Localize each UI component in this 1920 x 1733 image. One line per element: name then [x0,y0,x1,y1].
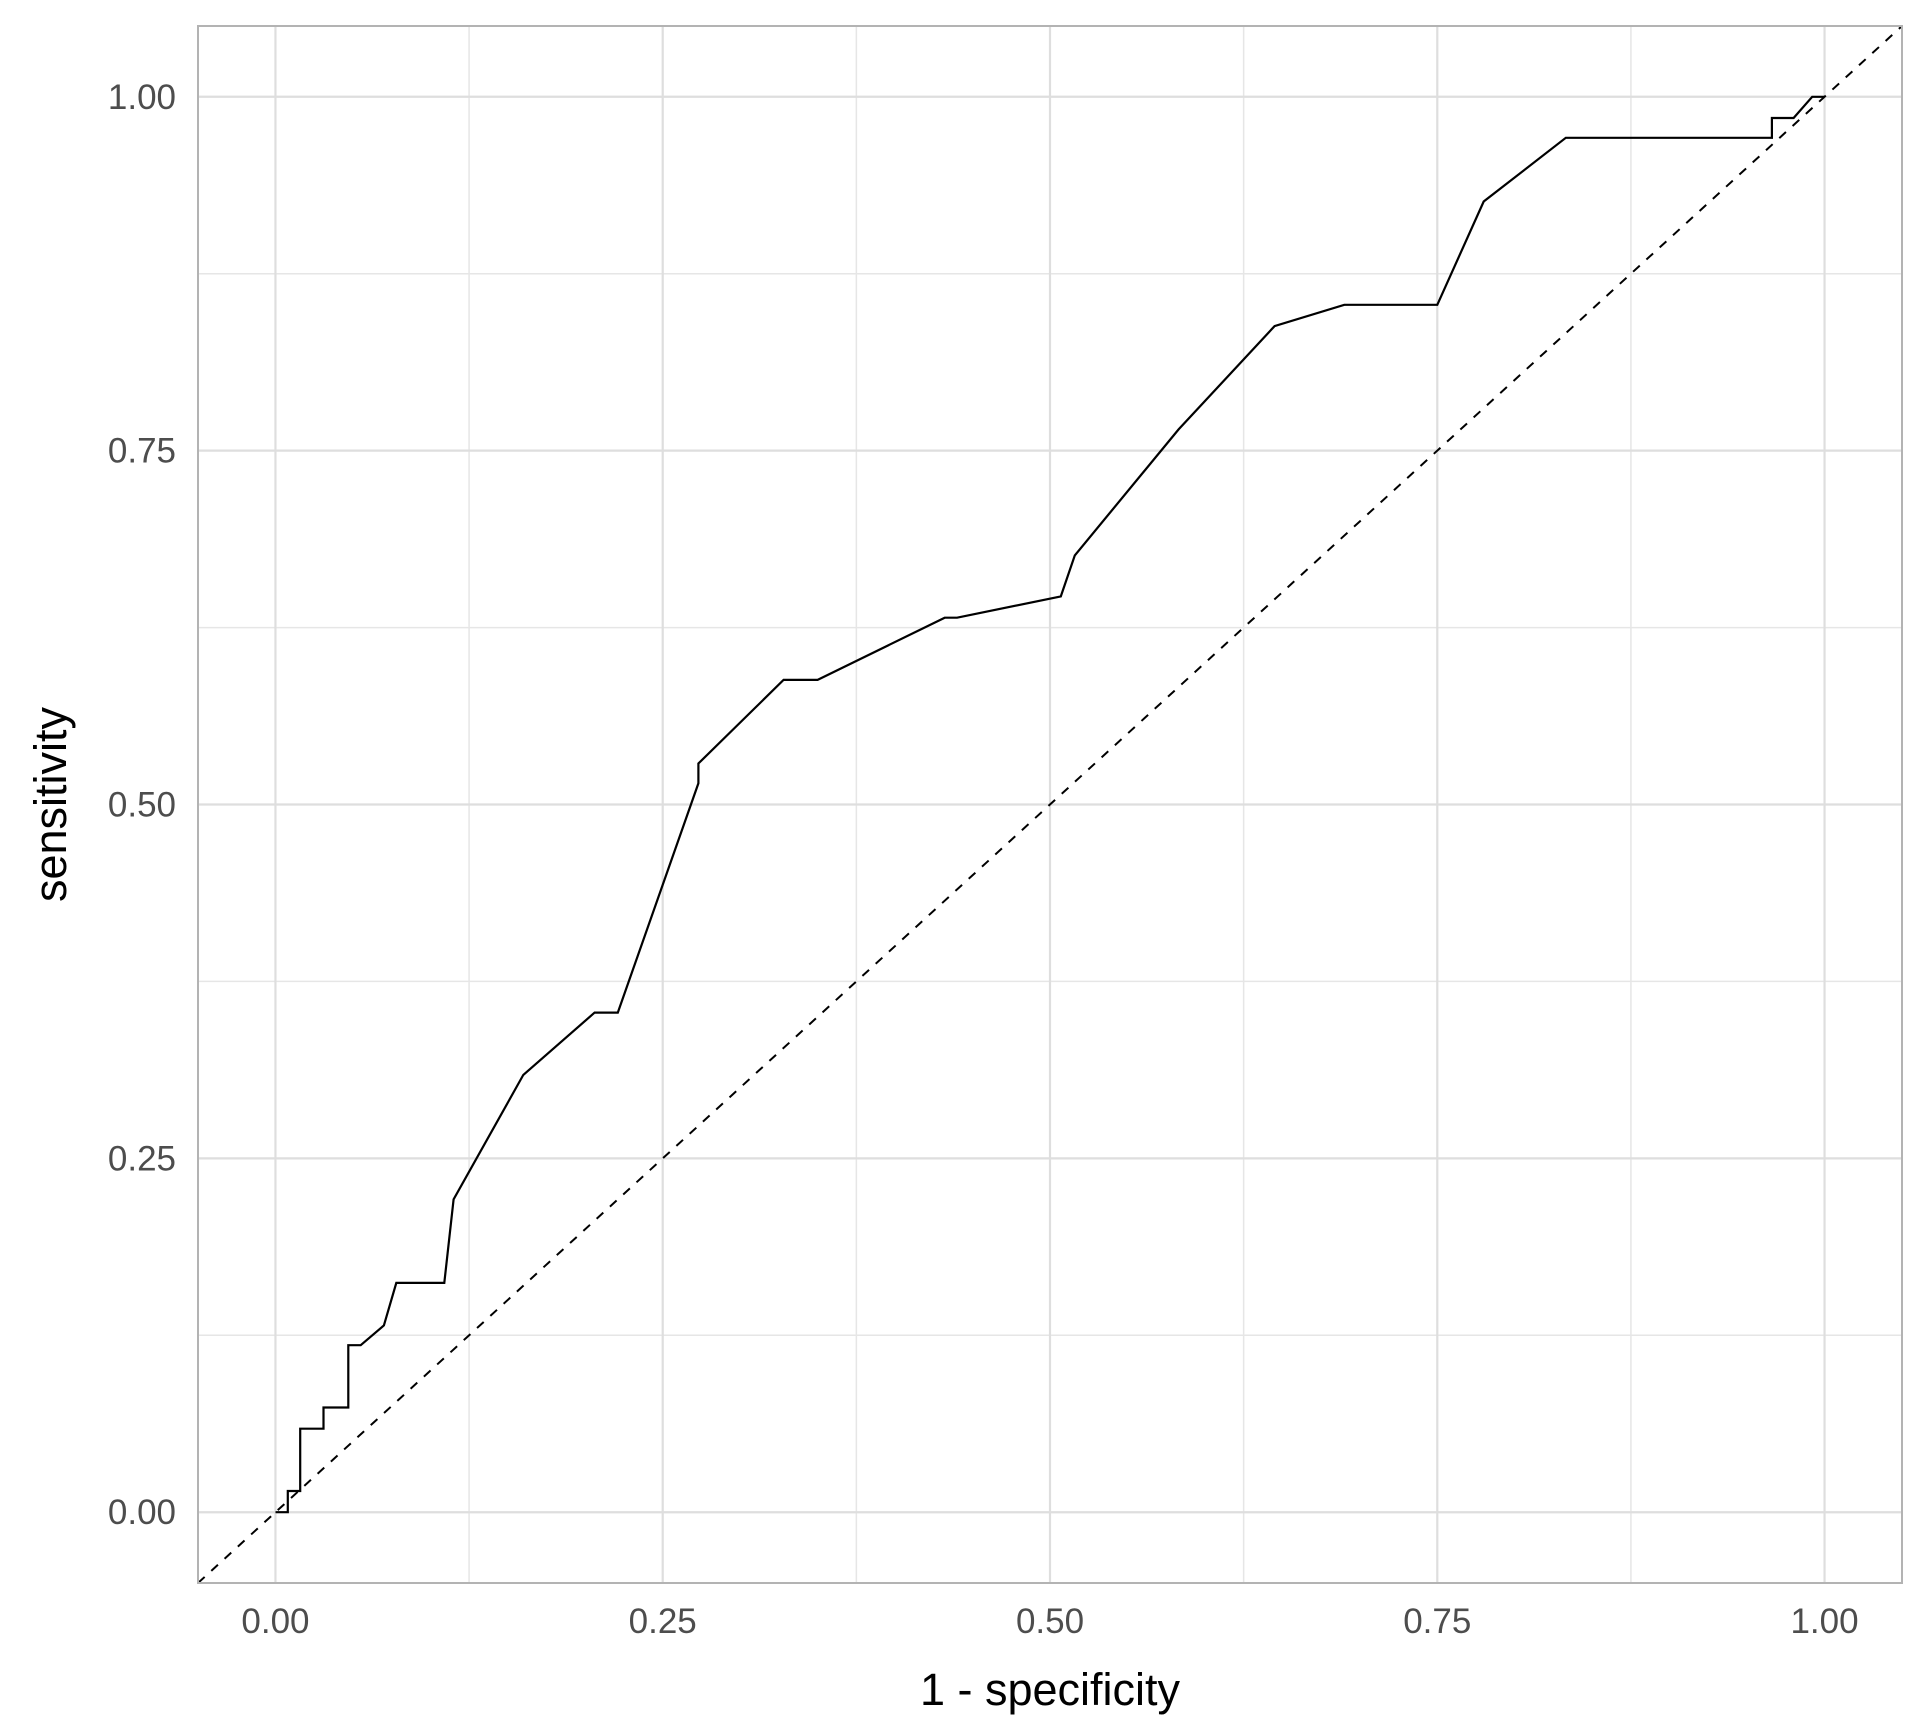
x-tick-label: 0.25 [629,1602,697,1641]
plot-content [197,25,1903,1584]
y-tick-label: 0.00 [108,1493,176,1532]
x-tick-labels: 0.00 0.25 0.50 0.75 1.00 [241,1602,1858,1641]
reference-diagonal-line [197,25,1903,1584]
panel-border [197,25,1903,1584]
y-tick-label: 0.25 [108,1139,176,1178]
y-tick-label: 0.75 [108,432,176,471]
roc-curve-line [275,95,1825,1514]
x-axis-title: 1 - specificity [920,1664,1181,1715]
grid-major [198,26,1902,1583]
x-tick-label: 0.00 [241,1602,309,1641]
y-tick-label: 1.00 [108,78,176,117]
y-tick-label: 0.50 [108,786,176,825]
x-tick-label: 1.00 [1790,1602,1858,1641]
x-tick-label: 0.75 [1403,1602,1471,1641]
y-tick-labels: 0.00 0.25 0.50 0.75 1.00 [108,78,176,1532]
y-axis-title: sensitivity [25,706,76,902]
x-tick-label: 0.50 [1016,1602,1084,1641]
